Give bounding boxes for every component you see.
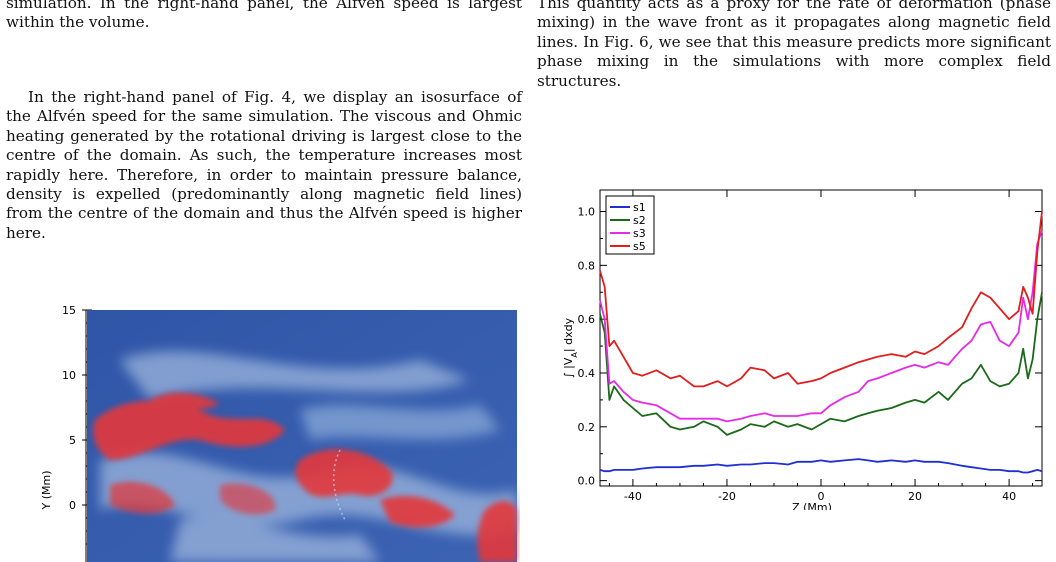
legend-label-s5: s5	[633, 240, 646, 253]
legend-label-s3: s3	[633, 227, 646, 240]
chart-frame	[599, 189, 1043, 487]
chart-xtick-label: 0	[818, 490, 825, 503]
legend-label-s2: s2	[633, 214, 646, 227]
chart-ytick-label: 0.8	[578, 259, 596, 272]
svg-text:∫ |VA| dxdy: ∫ |VA| dxdy	[562, 317, 579, 378]
alfven-speed-image-figure: 15 10 5 0 Y (Mm)	[40, 304, 517, 562]
chart-xtick-label: 40	[1002, 490, 1016, 503]
chart-xlabel: Z (Mm)	[792, 501, 832, 510]
image-y-axis: 15 10 5 0 Y (Mm)	[40, 304, 92, 562]
chart-axes: -40 -20 0 20 40 0.0 0.2 0.4 0.6 0.8 1.0	[578, 189, 1043, 503]
image-ytick-0: 0	[69, 499, 76, 512]
image-ytick-5: 5	[69, 434, 76, 447]
image-ytick-15: 15	[62, 304, 76, 317]
chart-series	[599, 211, 1043, 474]
chart-xtick-label: -40	[624, 490, 642, 503]
image-plot-area	[87, 310, 517, 562]
chart-ytick-label: 0.6	[578, 313, 596, 326]
series-line-s5	[599, 211, 1043, 388]
right-top-paragraph: This quantity acts as a proxy for the ra…	[537, 0, 1051, 90]
chart-ytick-label: 0.0	[578, 475, 596, 488]
left-top-paragraph: simulation. In the right-hand panel, the…	[6, 0, 522, 32]
series-line-s3	[599, 230, 1043, 423]
legend-label-s1: s1	[633, 201, 646, 214]
chart-ytick-label: 0.4	[578, 367, 596, 380]
chart-xtick-label: 20	[908, 490, 922, 503]
chart-ytick-label: 0.2	[578, 421, 596, 434]
series-line-s2	[599, 292, 1043, 436]
chart-xtick-label: -20	[718, 490, 736, 503]
image-high-speed-regions	[93, 392, 517, 562]
chart-legend-box	[605, 195, 655, 255]
series-line-s1	[599, 458, 1043, 474]
image-ylabel: Y (Mm)	[40, 470, 53, 510]
chart-ytick-label: 1.0	[578, 206, 596, 219]
left-main-paragraph: In the right-hand panel of Fig. 4, we di…	[6, 88, 522, 242]
image-ytick-10: 10	[62, 369, 76, 382]
chart-ylabel: ∫ |VA| dxdy	[562, 317, 579, 378]
